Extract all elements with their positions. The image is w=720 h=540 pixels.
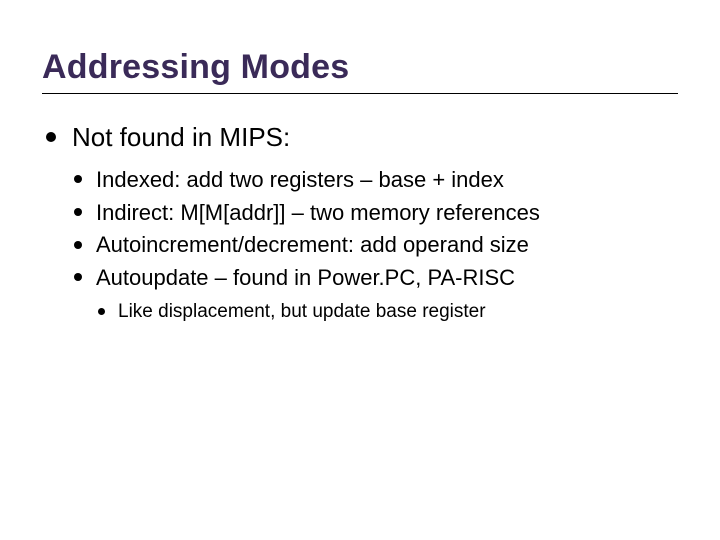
lvl3-text: Like displacement, but update base regis… bbox=[118, 301, 486, 322]
lvl2-text: Indirect: M[M[addr]] – two memory refere… bbox=[96, 200, 540, 225]
bullet-list-lvl2: Indexed: add two registers – base + inde… bbox=[72, 165, 678, 325]
lvl1-text: Not found in MIPS: bbox=[72, 122, 290, 152]
list-item: Like displacement, but update base regis… bbox=[96, 299, 678, 326]
lvl2-text: Indexed: add two registers – base + inde… bbox=[96, 167, 504, 192]
lvl2-text: Autoincrement/decrement: add operand siz… bbox=[96, 232, 529, 257]
lvl2-text: Autoupdate – found in Power.PC, PA-RISC bbox=[96, 265, 515, 290]
list-item: Autoupdate – found in Power.PC, PA-RISC … bbox=[72, 263, 678, 325]
list-item: Indirect: M[M[addr]] – two memory refere… bbox=[72, 198, 678, 228]
title-underline bbox=[42, 93, 678, 94]
list-item: Not found in MIPS: Indexed: add two regi… bbox=[42, 120, 678, 325]
slide-title: Addressing Modes bbox=[42, 48, 678, 87]
bullet-list-lvl3: Like displacement, but update base regis… bbox=[96, 299, 678, 326]
list-item: Indexed: add two registers – base + inde… bbox=[72, 165, 678, 195]
bullet-list-lvl1: Not found in MIPS: Indexed: add two regi… bbox=[42, 120, 678, 325]
list-item: Autoincrement/decrement: add operand siz… bbox=[72, 230, 678, 260]
